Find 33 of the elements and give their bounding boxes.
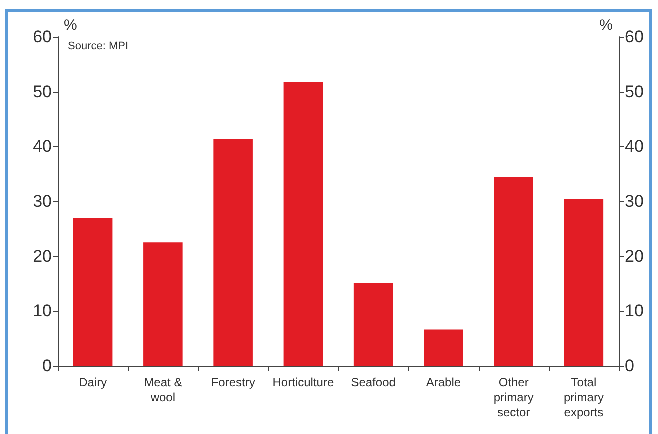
y-tick-label: 60 <box>33 28 52 46</box>
y2-tick-label: 40 <box>625 137 644 156</box>
x-tick-label: Arable <box>426 376 462 390</box>
y2-tick-label: 60 <box>625 28 644 46</box>
y-axis-title: % <box>64 17 78 34</box>
bar <box>424 330 464 366</box>
y2-tick-label: 10 <box>625 302 644 321</box>
y-tick-label: 30 <box>33 192 52 211</box>
y2-tick-label: 20 <box>625 246 644 266</box>
bar <box>214 140 253 366</box>
y2-axis-title: % <box>600 17 613 34</box>
y-tick-label: 0 <box>42 356 52 376</box>
x-tick-label: Total primary exports <box>564 376 604 420</box>
y-tick-label: 20 <box>33 246 52 266</box>
x-tick-label: Meat & wool <box>144 376 182 404</box>
x-tick-label: Seafood <box>351 376 396 390</box>
y-tick-label: 50 <box>33 82 52 102</box>
x-tick-label: Other primary sector <box>494 376 534 420</box>
y-tick-label: 10 <box>33 302 52 321</box>
y2-tick-label: 0 <box>625 356 634 376</box>
bar <box>73 218 113 366</box>
bar <box>494 177 534 366</box>
y-tick-label: 40 <box>33 137 52 156</box>
x-tick-label: Horticulture <box>272 376 334 390</box>
bar <box>284 82 324 366</box>
bar <box>564 199 604 366</box>
x-tick-label: Dairy <box>79 376 108 390</box>
y2-tick-label: 30 <box>625 192 644 211</box>
bar <box>354 283 394 366</box>
annotation: Source: MPI <box>68 40 129 52</box>
y2-tick-label: 50 <box>625 82 644 102</box>
x-tick-label: Forestry <box>211 376 256 390</box>
bar <box>144 242 183 366</box>
